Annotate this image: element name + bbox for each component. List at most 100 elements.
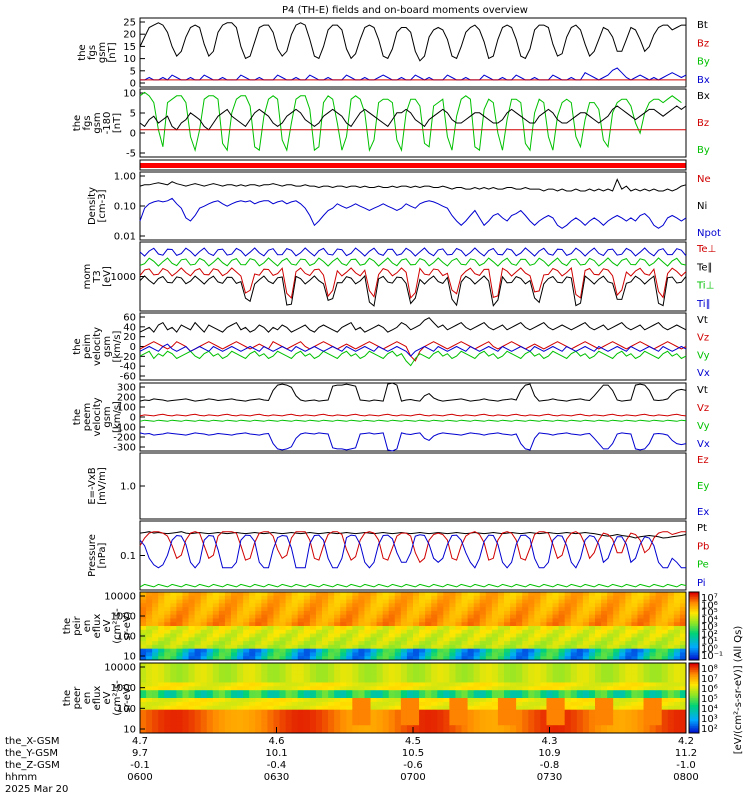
spectrogram-cell — [322, 698, 329, 703]
spectrogram-cell — [413, 629, 420, 634]
spectrogram-cell — [619, 663, 626, 668]
spectrogram-cell — [449, 592, 456, 597]
spectrogram-cell — [504, 709, 511, 714]
spectrogram-cell — [303, 618, 311, 623]
spectrogram-cell — [558, 721, 566, 726]
spectrogram-cell — [224, 614, 232, 619]
spectrogram-cell — [364, 629, 371, 634]
spectrogram-cell — [194, 644, 202, 650]
spectrogram-cell — [497, 607, 505, 612]
spectrogram-cell — [449, 690, 456, 695]
spectrogram-cell — [279, 641, 286, 646]
spectrogram-cell — [510, 622, 517, 627]
y-tick-label: 10000 — [104, 592, 136, 603]
spectrogram-cell — [267, 644, 274, 650]
spectrogram-cell — [309, 721, 317, 726]
spectrogram-cell — [255, 674, 262, 679]
spectrogram-cell — [182, 713, 189, 718]
spectrogram-cell — [558, 644, 566, 650]
legend-Bx: Bx — [697, 91, 710, 102]
y-tick-label: 60 — [123, 313, 136, 324]
spectrogram-cell — [370, 637, 377, 642]
spectrogram-cell — [516, 674, 523, 679]
colorbar-cell — [689, 614, 699, 617]
spectrogram-cell — [194, 690, 202, 695]
spectrogram-cell — [370, 595, 377, 600]
spectrogram-cell — [576, 622, 584, 627]
spectrogram-cell — [552, 629, 559, 634]
spectrogram-cell — [528, 686, 535, 691]
spectrogram-cell — [643, 698, 650, 703]
spectrogram-cell — [679, 622, 687, 627]
spectrogram-cell — [152, 607, 159, 612]
spectrogram-cell — [249, 686, 256, 691]
spectrogram-cell — [655, 607, 663, 612]
spectrogram-cell — [267, 674, 274, 679]
spectrogram-cell — [382, 652, 390, 657]
spectrogram-cell — [328, 595, 335, 600]
spectrogram-cell — [455, 592, 462, 597]
spectrogram-cell — [528, 637, 535, 642]
spectrogram-cell — [231, 656, 238, 661]
spectrogram-cell — [218, 674, 226, 679]
spectrogram-cell — [643, 705, 650, 711]
spectrogram-cell — [613, 618, 620, 623]
spectrogram-cell — [188, 607, 195, 612]
spectrogram-cell — [528, 721, 535, 726]
spectrogram-cell — [570, 682, 578, 687]
spectrogram-cell — [212, 674, 220, 679]
spectrogram-cell — [497, 626, 505, 631]
spectrogram-cell — [206, 622, 214, 627]
spectrogram-cell — [425, 729, 432, 734]
spectrogram-cell — [231, 648, 238, 653]
spectrogram-cell — [528, 633, 535, 638]
spectrogram-cell — [546, 674, 553, 679]
spectrogram-cell — [188, 666, 195, 672]
spectrogram-cell — [564, 678, 572, 683]
spectrogram-cell — [546, 666, 553, 672]
spectrogram-cell — [206, 698, 214, 703]
spectrogram-cell — [619, 670, 626, 676]
spectrogram-cell — [340, 629, 347, 634]
spectrogram-cell — [170, 595, 177, 600]
spectrogram-cell — [146, 725, 153, 730]
spectrogram-cell — [406, 666, 414, 672]
spectrogram-cell — [467, 670, 475, 676]
spectrogram-cell — [528, 622, 535, 627]
spectrogram-cell — [425, 682, 432, 687]
colorbar-cell — [689, 685, 699, 688]
spectrogram-cell — [522, 637, 529, 642]
spectrogram-cell — [285, 729, 293, 734]
spectrogram-cell — [431, 725, 438, 730]
spectrogram-cell — [237, 637, 244, 642]
spectrogram-cell — [164, 666, 171, 672]
panel-frame — [139, 382, 687, 452]
spectrogram-cell — [243, 599, 250, 604]
spectrogram-cell — [394, 717, 402, 722]
spectrogram-cell — [485, 637, 493, 642]
spectrogram-cell — [243, 618, 250, 623]
spectrogram-cell — [255, 705, 262, 711]
spectrogram-cell — [261, 656, 268, 661]
spectrogram-cell — [297, 599, 305, 604]
spectrogram-cell — [152, 603, 159, 608]
spectrogram-cell — [376, 674, 384, 679]
spectrogram-cell — [249, 633, 256, 638]
spectrogram-cell — [194, 626, 202, 631]
panel-frame — [139, 171, 687, 241]
spectrogram-cell — [152, 595, 159, 600]
spectrogram-cell — [437, 595, 444, 600]
spectrogram-cell — [661, 644, 669, 650]
spectrogram-cell — [370, 717, 377, 722]
spectrogram-cell — [340, 682, 347, 687]
spectrogram-cell — [437, 713, 444, 718]
spectrogram-cell — [188, 705, 195, 711]
spectrogram-cell — [516, 709, 523, 714]
spectrogram-cell — [534, 644, 541, 650]
y-tick-label: 10 — [123, 89, 136, 100]
spectrogram-cell — [334, 666, 341, 672]
spectrogram-cell — [607, 607, 614, 612]
spectrogram-cell — [595, 614, 602, 619]
spectrogram-cell — [370, 670, 377, 676]
spectrogram-cell — [267, 652, 274, 657]
